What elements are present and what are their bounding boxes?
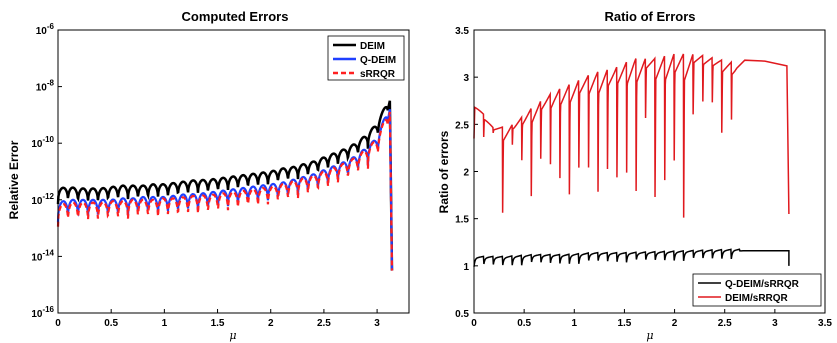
right-chart-title: Ratio of Errors bbox=[604, 9, 695, 24]
left-y-tick-label: 10-14 bbox=[31, 248, 54, 263]
right-y-tick-label: 2.5 bbox=[455, 120, 469, 131]
right-x-tick-label: 0.5 bbox=[517, 318, 531, 329]
right-legend-box bbox=[692, 273, 822, 307]
right-y-tick-label: 0.5 bbox=[455, 309, 469, 320]
ratio-of-errors-panel: Ratio of Errors Ratio of errors μ 0 0.5 1 1… bbox=[437, 9, 832, 342]
legend-label-srrqr: sRRQR bbox=[360, 69, 396, 80]
right-x-tick-label: 2.5 bbox=[718, 318, 732, 329]
left-x-tick-label: 0 bbox=[55, 318, 61, 329]
left-y-tick-label: 10-6 bbox=[36, 22, 55, 37]
legend-label-qdeim-srrqr: Q-DEIM/sRRQR bbox=[725, 279, 800, 290]
left-y-tick-label: 10-12 bbox=[31, 192, 54, 207]
right-y-tick-label: 1 bbox=[463, 262, 469, 273]
right-x-tick-label: 2 bbox=[672, 318, 678, 329]
left-x-tick-label: 2.5 bbox=[317, 318, 331, 329]
right-x-tick-label: 1 bbox=[572, 318, 578, 329]
right-y-tick-label: 3.5 bbox=[455, 26, 469, 37]
left-chart-title: Computed Errors bbox=[182, 9, 289, 24]
left-plot-frame bbox=[57, 29, 410, 314]
left-axis-ticks: 0 0.5 1 1.5 2 2.5 3 10-16 10-14 10-12 10-10 10-8 10-… bbox=[31, 22, 380, 329]
left-series-lines bbox=[56, 100, 394, 271]
left-x-tick-label: 3 bbox=[374, 318, 380, 329]
left-y-tick-label: 10-16 bbox=[31, 305, 54, 320]
left-x-tick-label: 1 bbox=[162, 318, 168, 329]
right-y-tick-label: 3 bbox=[463, 73, 469, 84]
computed-errors-panel: Computed Errors Relative Error μ 0 0.5 1 1.… bbox=[7, 9, 410, 342]
left-y-tick-label: 10-8 bbox=[36, 79, 55, 94]
left-y-axis-label: Relative Error bbox=[7, 140, 21, 219]
right-series-line-deim-srrqr bbox=[473, 53, 790, 218]
right-y-tick-label: 2 bbox=[463, 168, 469, 179]
left-x-tick-label: 2 bbox=[268, 318, 274, 329]
left-y-tick-label: 10-10 bbox=[31, 135, 54, 150]
left-series-line-qdeim bbox=[56, 109, 394, 271]
legend-label-deim: DEIM bbox=[360, 41, 385, 52]
right-plot-frame bbox=[473, 29, 826, 314]
right-series-lines bbox=[473, 53, 790, 267]
legend-label-qdeim: Q-DEIM bbox=[360, 55, 396, 66]
right-x-tick-label: 3 bbox=[772, 318, 778, 329]
left-series-line-srrqr bbox=[56, 111, 394, 271]
legend-label-deim-srrqr: DEIM/sRRQR bbox=[725, 293, 789, 304]
right-series-line-qdeim-srrqr bbox=[473, 248, 790, 267]
right-x-tick-label: 0 bbox=[471, 318, 477, 329]
right-x-tick-label: 3.5 bbox=[818, 318, 832, 329]
right-axis-ticks: 0 0.5 1 1.5 2 2.5 3 3.50.511.522.533.5 bbox=[455, 26, 832, 329]
left-x-axis-label: μ bbox=[229, 329, 236, 342]
right-y-axis-label: Ratio of errors bbox=[437, 130, 451, 213]
right-y-tick-label: 1.5 bbox=[455, 215, 469, 226]
left-series-line-deim bbox=[56, 100, 394, 271]
left-x-tick-label: 0.5 bbox=[104, 318, 118, 329]
left-x-tick-label: 1.5 bbox=[211, 318, 225, 329]
right-legend: Q-DEIM/sRRQR DEIM/sRRQR bbox=[692, 273, 822, 307]
right-x-axis-label: μ bbox=[646, 329, 653, 342]
right-x-tick-label: 1.5 bbox=[617, 318, 631, 329]
left-legend: DEIM Q-DEIM sRRQR bbox=[327, 35, 405, 81]
